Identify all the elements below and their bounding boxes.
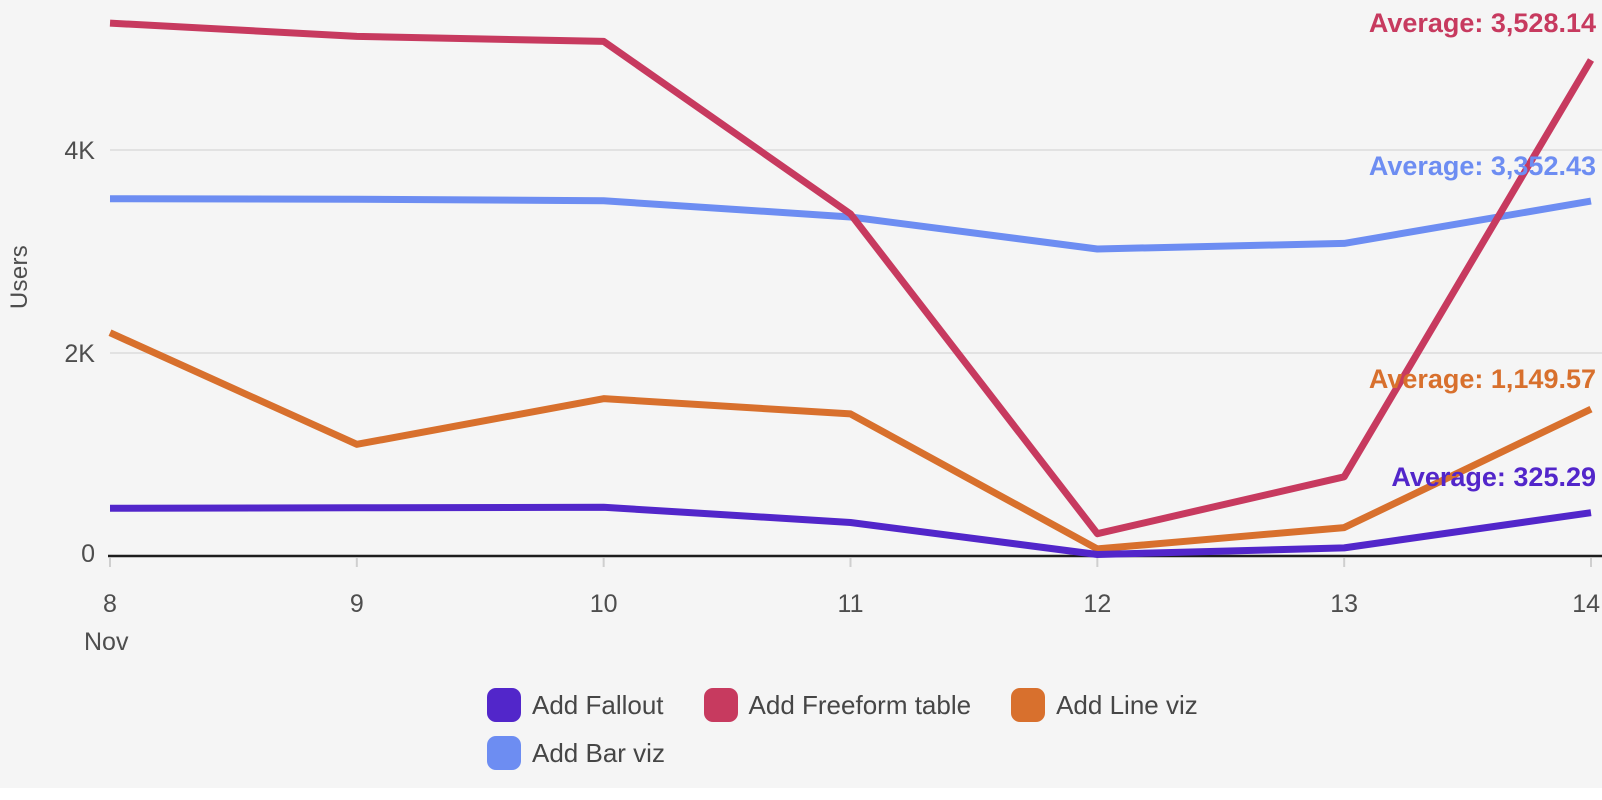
y-tick-label: 4K [64,137,95,165]
chart-legend: Add Fallout Add Freeform table Add Line … [487,688,1232,770]
legend-item-add-fallout[interactable]: Add Fallout [487,688,664,722]
x-tick-label: 14 [1572,590,1600,618]
legend-swatch-add-freeform-table [703,688,738,722]
legend-label: Add Line viz [1056,689,1198,720]
legend-swatch-add-bar-viz [487,736,521,770]
y-tick-label: 2K [64,340,95,368]
x-tick-label: 13 [1330,590,1358,618]
x-tick-label: 9 [350,590,364,618]
legend-swatch-add-line-viz [1011,688,1046,722]
legend-item-add-line-viz[interactable]: Add Line viz [1011,688,1198,722]
y-tick-label: 0 [81,540,95,568]
x-tick-label: 10 [590,590,618,618]
x-tick-label: 11 [838,590,864,618]
x-tick-label: 12 [1083,590,1111,618]
average-annotation-bar-viz: Average: 3,352.43 [1368,151,1596,181]
x-axis-month-label: Nov [84,628,129,656]
y-axis-title: Users [6,244,33,310]
x-tick-label: 8 [103,590,117,618]
legend-swatch-add-fallout [487,688,521,722]
legend-label: Add Fallout [532,689,664,720]
average-annotation-fallout: Average: 325.29 [1391,462,1596,492]
legend-label: Add Freeform table [748,689,972,720]
series-line-add-fallout[interactable] [109,503,1592,558]
legend-label: Add Bar viz [532,737,665,768]
series-line-add-line-viz[interactable] [108,329,1593,553]
series-line-add-freeform-table[interactable] [109,19,1595,538]
average-annotation-line-viz: Average: 1,149.57 [1368,364,1596,394]
legend-item-add-freeform-table[interactable]: Add Freeform table [703,688,972,722]
legend-item-add-bar-viz[interactable]: Add Bar viz [487,736,665,770]
series-line-add-bar-viz[interactable] [109,195,1592,253]
average-annotation-freeform-table: Average: 3,528.14 [1368,8,1596,38]
